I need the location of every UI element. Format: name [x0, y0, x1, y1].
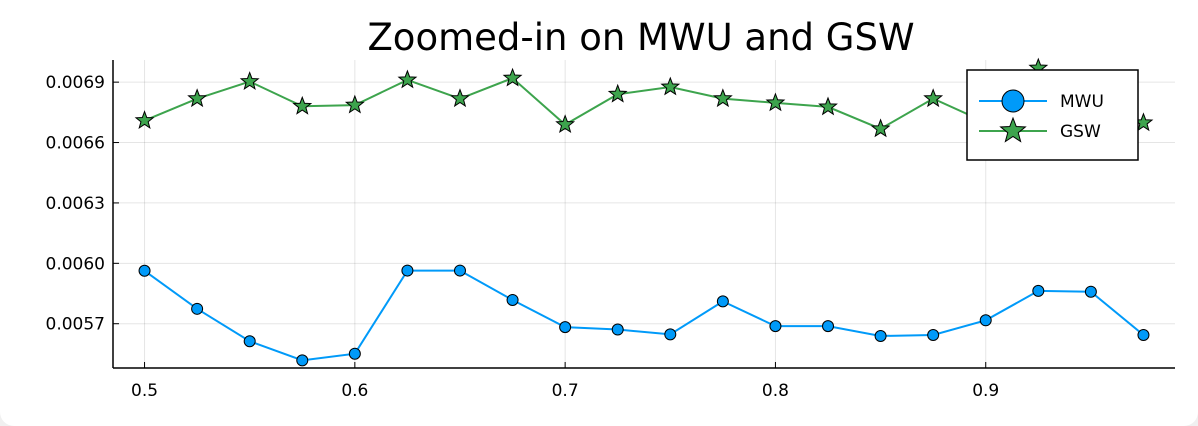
y-tick-label: 0.0063 — [46, 194, 105, 214]
data-point-mwu — [296, 354, 309, 367]
data-point-mwu — [716, 295, 729, 308]
data-point-gsw — [502, 67, 523, 87]
data-point-gsw — [292, 95, 313, 115]
data-point-gsw — [607, 83, 628, 103]
data-point-gsw — [818, 96, 838, 116]
data-point-mwu — [769, 320, 782, 333]
data-point-mwu — [874, 329, 887, 342]
data-point-gsw — [923, 88, 944, 108]
x-axis-ticks: 0.5 0.6 0.7 0.8 0.9 — [131, 362, 999, 401]
legend-label-gsw: GSW — [1060, 122, 1101, 142]
data-point-gsw — [344, 94, 365, 114]
data-point-gsw — [555, 114, 576, 134]
data-point-gsw — [765, 92, 786, 112]
x-tick-label: 0.6 — [341, 381, 368, 401]
chart-title: Zoomed-in on MWU and GSW — [367, 16, 914, 59]
data-point-gsw — [134, 110, 155, 130]
data-point-mwu — [1137, 328, 1150, 341]
legend-item-gsw: GSW — [979, 116, 1101, 143]
x-tick-label: 0.5 — [131, 381, 158, 401]
data-point-mwu — [506, 293, 519, 306]
data-point-mwu — [138, 264, 151, 277]
y-tick-label: 0.0060 — [46, 254, 105, 274]
legend-box — [966, 69, 1139, 161]
data-point-mwu — [559, 321, 572, 334]
x-tick-label: 0.8 — [762, 381, 789, 401]
data-point-gsw — [397, 69, 418, 89]
data-point-mwu — [243, 335, 256, 348]
series-line-mwu — [143, 269, 1145, 362]
x-tick-label: 0.9 — [972, 381, 999, 401]
data-point-gsw — [660, 76, 681, 96]
data-point-mwu — [664, 328, 677, 341]
y-axis-ticks: 0.0057 0.0060 0.0063 0.0066 0.0069 — [46, 73, 119, 335]
data-point-gsw — [870, 118, 891, 138]
legend-item-mwu: MWU — [979, 89, 1104, 113]
data-point-gsw — [450, 88, 470, 108]
data-point-mwu — [979, 314, 992, 327]
legend-marker-gsw — [999, 116, 1027, 143]
y-tick-label: 0.0069 — [46, 73, 105, 93]
data-point-mwu — [191, 302, 204, 315]
data-point-mwu — [611, 323, 624, 336]
series-mwu — [138, 264, 1150, 367]
data-point-mwu — [1032, 284, 1045, 297]
x-tick-label: 0.7 — [552, 381, 579, 401]
data-point-mwu — [927, 328, 940, 341]
data-point-mwu — [401, 264, 414, 277]
data-point-mwu — [822, 320, 835, 333]
data-point-gsw — [712, 88, 733, 108]
data-point-gsw — [187, 88, 208, 108]
legend-label-mwu: MWU — [1060, 92, 1104, 112]
data-point-mwu — [1084, 285, 1097, 298]
data-point-mwu — [453, 264, 466, 277]
data-point-mwu — [348, 347, 361, 360]
axes — [112, 60, 1175, 369]
legend-marker-mwu — [1001, 89, 1025, 113]
y-tick-label: 0.0057 — [46, 315, 105, 335]
y-tick-label: 0.0066 — [46, 134, 105, 154]
data-point-gsw — [239, 71, 260, 90]
legend: MWU GSW — [966, 69, 1139, 161]
